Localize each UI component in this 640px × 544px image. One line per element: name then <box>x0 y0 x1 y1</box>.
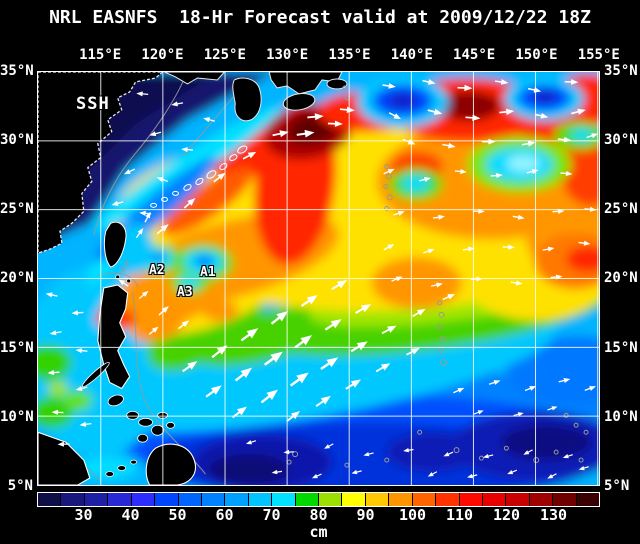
axis-tick-label: 130 <box>539 506 568 524</box>
landmasses <box>38 72 589 485</box>
colorbar-cell <box>272 493 295 506</box>
axis-tick-label: 30°N <box>604 132 638 149</box>
colorbar-cell <box>483 493 506 506</box>
axis-tick-label: 145°E <box>453 47 496 63</box>
colorbar-cell <box>389 493 412 506</box>
visayas-islands <box>126 410 175 443</box>
colorbar-cell <box>436 493 459 506</box>
axis-tick-label: 90 <box>356 506 375 524</box>
sulu-archipelago <box>105 459 137 477</box>
ssh-map-panel: SSH A1 A2 A3 <box>37 71 600 486</box>
latitude-axis-right: 35°N 30°N 25°N 20°N 15°N 10°N 5°N <box>604 63 640 494</box>
colorbar-units-label: cm <box>309 523 328 541</box>
colorbar-cell <box>365 493 389 506</box>
axis-tick-label: 140°E <box>390 47 433 63</box>
colorbar-cell <box>61 493 84 506</box>
axis-tick-label: 5°N <box>604 477 630 494</box>
ssh-field-graphic <box>38 72 599 485</box>
korea-coast <box>164 72 225 85</box>
field-label: SSH <box>76 94 110 114</box>
colorbar-cell <box>295 493 319 506</box>
colorbar-cell <box>342 493 365 506</box>
colorbar <box>37 492 600 507</box>
axis-tick-label: 20°N <box>604 270 638 287</box>
colorbar-cell <box>553 493 576 506</box>
axis-tick-label: 150°E <box>515 47 558 63</box>
mindoro-island <box>107 394 124 407</box>
axis-tick-label: 10°N <box>0 408 34 425</box>
axis-tick-label: 155°E <box>577 47 620 63</box>
palawan-island <box>81 361 110 388</box>
axis-tick-label: 10°N <box>604 408 638 425</box>
colorbar-cell <box>131 493 155 506</box>
axis-tick-label: 125°E <box>203 47 246 63</box>
axis-tick-label: 70 <box>262 506 281 524</box>
colorbar-cell <box>108 493 131 506</box>
eddy-label-a1: A1 <box>200 265 216 280</box>
colorbar-cell <box>319 493 342 506</box>
graticule-grid <box>38 72 599 485</box>
axis-tick-label: 120 <box>492 506 521 524</box>
axis-tick-label: 15°N <box>0 339 34 356</box>
axis-tick-label: 60 <box>215 506 234 524</box>
axis-tick-label: 25°N <box>0 201 34 218</box>
eddy-label-a2: A2 <box>149 263 165 278</box>
colorbar-cell <box>38 493 61 506</box>
colorbar-cell <box>506 493 529 506</box>
figure-title: NRL EASNFS 18-Hr Forecast valid at 2009/… <box>49 7 591 28</box>
axis-tick-label: 135°E <box>328 47 371 63</box>
ryukyu-islands <box>150 145 248 208</box>
axis-tick-label: 100 <box>398 506 427 524</box>
china-mainland <box>38 72 164 254</box>
colorbar-cell <box>201 493 225 506</box>
colorbar-tick-labels: 30 40 50 60 70 80 90 100 110 120 130 <box>60 506 577 524</box>
colorbar-cell <box>529 493 553 506</box>
axis-tick-label: 80 <box>309 506 328 524</box>
axis-tick-label: 130°E <box>266 47 309 63</box>
colorbar-cell <box>576 493 600 506</box>
axis-tick-label: 115°E <box>79 47 122 63</box>
longitude-axis-top: 115°E 120°E 125°E 130°E 135°E 140°E 145°E 150°E… <box>69 47 630 63</box>
axis-tick-label: 30 <box>74 506 93 524</box>
axis-tick-label: 25°N <box>604 201 638 218</box>
axis-tick-label: 20°N <box>0 270 34 287</box>
axis-tick-label: 35°N <box>604 63 638 79</box>
colorbar-cell <box>412 493 436 506</box>
shikoku-island <box>282 93 316 111</box>
axis-tick-label: 40 <box>121 506 140 524</box>
borneo-island <box>38 431 91 485</box>
axis-tick-label: 50 <box>168 506 187 524</box>
latitude-axis-left: 35°N 30°N 25°N 20°N 15°N 10°N 5°N <box>0 63 34 494</box>
kyushu-island <box>232 77 262 122</box>
taiwan-island <box>103 221 127 268</box>
axis-tick-label: 15°N <box>604 339 638 356</box>
axis-tick-label: 30°N <box>0 132 34 149</box>
axis-tick-label: 5°N <box>7 477 33 494</box>
mindanao-island <box>145 443 196 485</box>
colorbar-cell <box>84 493 108 506</box>
axis-tick-label: 35°N <box>0 63 34 79</box>
colorbar-cell <box>248 493 272 506</box>
axis-tick-label: 120°E <box>141 47 184 63</box>
colorbar-cell <box>178 493 201 506</box>
colorbar-cell <box>459 493 483 506</box>
axis-tick-label: 110 <box>445 506 474 524</box>
eddy-label-a3: A3 <box>177 285 193 300</box>
colorbar-cell <box>225 493 248 506</box>
colorbar-cell <box>155 493 178 506</box>
luzon-island <box>97 284 131 390</box>
